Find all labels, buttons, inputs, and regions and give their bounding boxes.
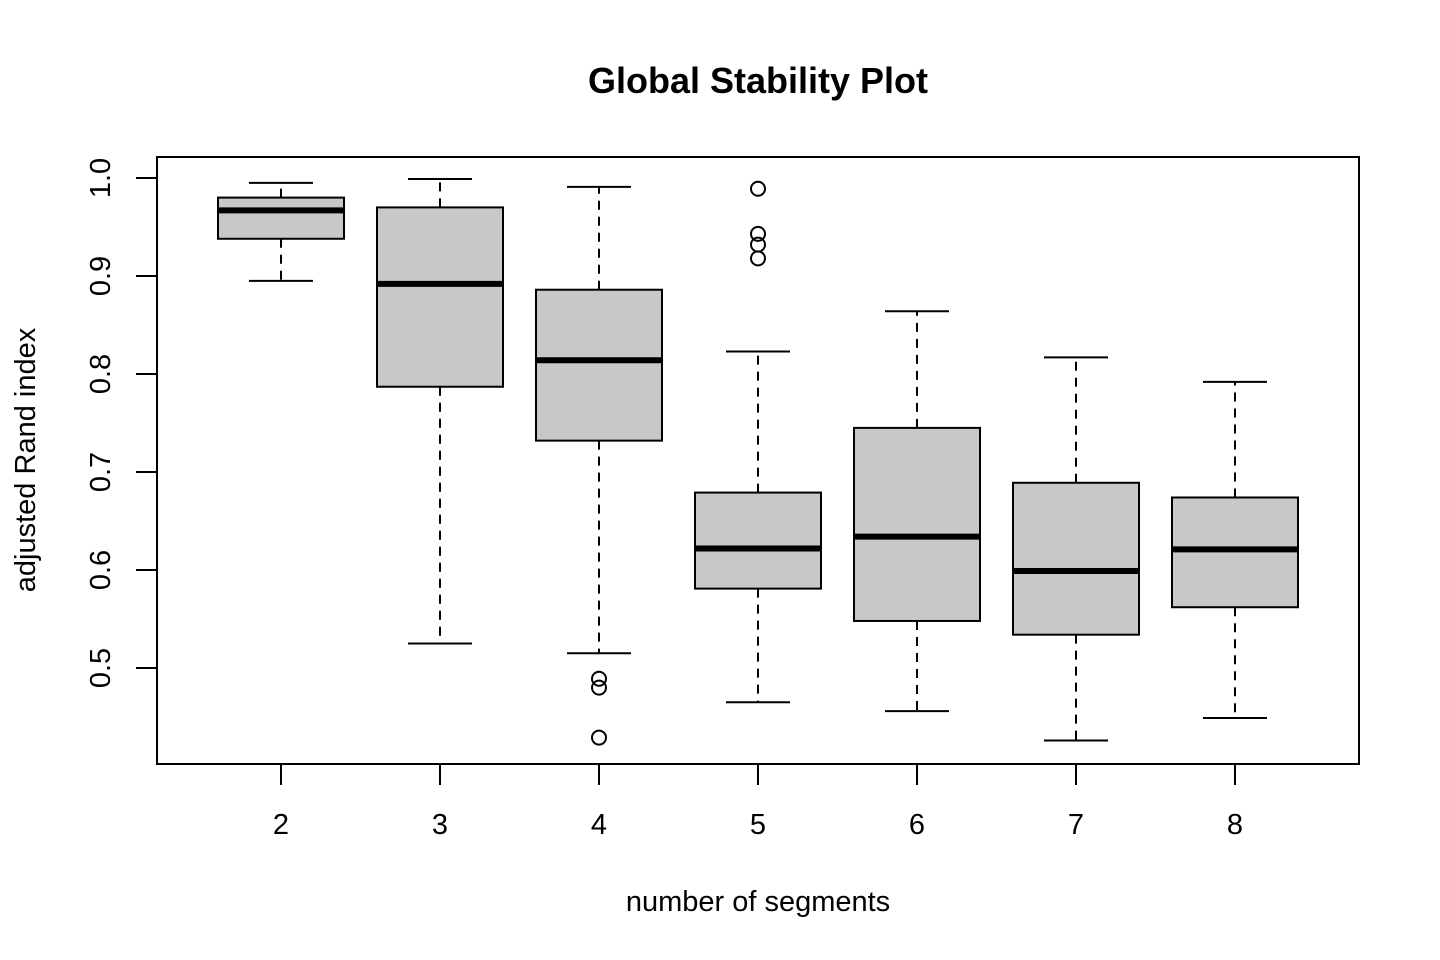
boxplot-4	[535, 185, 663, 746]
y-tick-label: 0.6	[85, 550, 117, 590]
box	[694, 491, 822, 590]
y-tick-label: 1.0	[85, 158, 117, 198]
boxplots	[217, 177, 1299, 746]
box	[1012, 481, 1140, 636]
boxplot-8	[1171, 380, 1299, 719]
chart-title: Global Stability Plot	[588, 60, 928, 101]
boxplot-3	[376, 177, 504, 645]
y-tick-label: 0.9	[85, 256, 117, 296]
x-tick-label: 3	[432, 809, 448, 841]
x-tick-label: 5	[750, 809, 766, 841]
y-tick-label: 0.5	[85, 648, 117, 688]
box	[217, 196, 345, 240]
boxplot-2	[217, 181, 345, 282]
x-axis-label: number of segments	[626, 886, 890, 918]
x-tick-label: 8	[1227, 809, 1243, 841]
y-tick-label: 0.8	[85, 354, 117, 394]
boxplot-6	[853, 310, 981, 713]
x-tick-label: 4	[591, 809, 607, 841]
x-axis: 2 3 4 5 6 7 8	[273, 764, 1243, 841]
outlier-point	[591, 670, 607, 687]
boxplot-5	[694, 180, 822, 704]
outlier-point	[591, 679, 607, 696]
outlier-point	[750, 236, 766, 253]
outlier-point	[750, 225, 766, 242]
y-tick-label: 0.7	[85, 452, 117, 492]
outlier-point	[750, 180, 766, 197]
box	[376, 206, 504, 388]
y-axis-label: adjusted Rand index	[10, 327, 42, 592]
x-tick-label: 2	[273, 809, 289, 841]
box	[853, 426, 981, 622]
y-axis: 0.5 0.6 0.7 0.8 0.9 1.0	[85, 158, 158, 688]
x-tick-label: 6	[909, 809, 925, 841]
boxplot-7	[1012, 356, 1140, 742]
outlier-point	[591, 729, 607, 746]
outlier-point	[750, 250, 766, 267]
x-tick-label: 7	[1068, 809, 1084, 841]
box	[535, 288, 663, 442]
